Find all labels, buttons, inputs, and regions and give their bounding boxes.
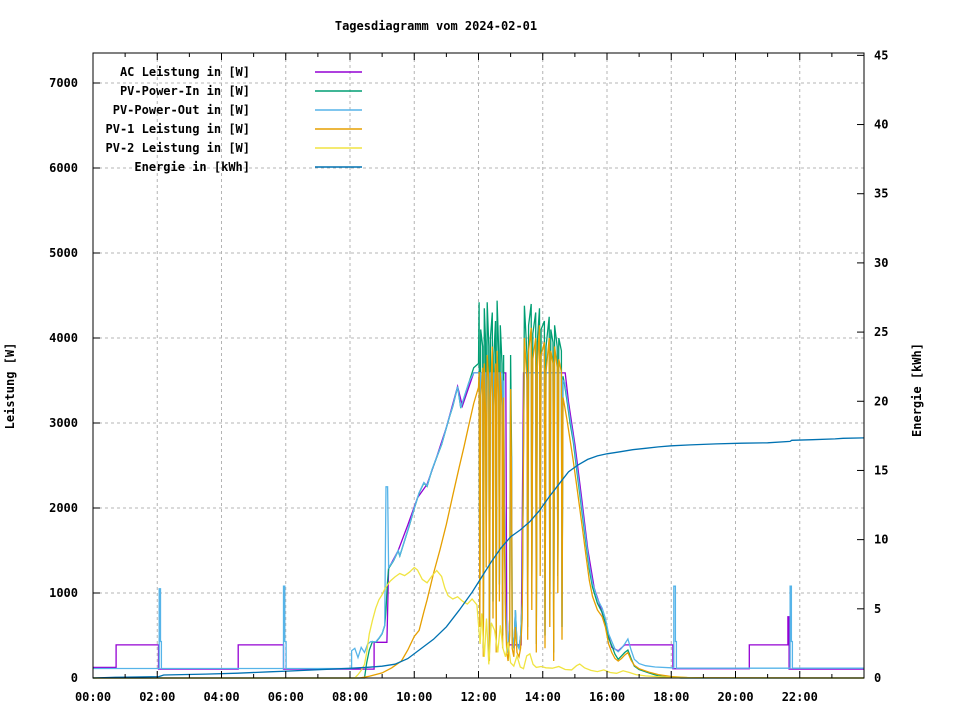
x-tick-label: 06:00 bbox=[268, 690, 304, 704]
x-tick-label: 08:00 bbox=[332, 690, 368, 704]
y-tick-label: 4000 bbox=[49, 331, 78, 345]
y-tick-label: 5000 bbox=[49, 246, 78, 260]
legend-label-pv1-leistung: PV-1 Leistung in [W] bbox=[106, 122, 251, 136]
y2-tick-label: 5 bbox=[874, 602, 881, 616]
y2-tick-label: 30 bbox=[874, 256, 888, 270]
x-tick-label: 04:00 bbox=[203, 690, 239, 704]
x-tick-label: 02:00 bbox=[139, 690, 175, 704]
series-pv2-leistung bbox=[93, 566, 865, 679]
y2-tick-label: 35 bbox=[874, 187, 888, 201]
y2-tick-label: 0 bbox=[874, 671, 881, 685]
x-tick-label: 18:00 bbox=[653, 690, 689, 704]
series-energie bbox=[92, 437, 865, 679]
x-tick-label: 20:00 bbox=[717, 690, 753, 704]
legend-label-ac-leistung: AC Leistung in [W] bbox=[120, 65, 250, 79]
y2-tick-label: 25 bbox=[874, 325, 888, 339]
y2-tick-label: 10 bbox=[874, 533, 888, 547]
legend-label-pv-power-in: PV-Power-In in [W] bbox=[120, 84, 250, 98]
x-tick-label: 14:00 bbox=[525, 690, 561, 704]
y2-tick-label: 45 bbox=[874, 48, 888, 62]
y-tick-label: 0 bbox=[71, 671, 78, 685]
y-tick-label: 3000 bbox=[49, 416, 78, 430]
x-tick-label: 22:00 bbox=[782, 690, 818, 704]
x-tick-label: 10:00 bbox=[396, 690, 432, 704]
y-tick-label: 7000 bbox=[49, 76, 78, 90]
y2-tick-label: 20 bbox=[874, 394, 888, 408]
left-axis-label: Leistung [W] bbox=[3, 343, 17, 430]
x-tick-label: 12:00 bbox=[460, 690, 496, 704]
legend-label-pv2-leistung: PV-2 Leistung in [W] bbox=[106, 141, 251, 155]
y-tick-label: 1000 bbox=[49, 586, 78, 600]
y-tick-label: 2000 bbox=[49, 501, 78, 515]
right-axis-label: Energie [kWh] bbox=[910, 343, 924, 437]
x-tick-label: 16:00 bbox=[589, 690, 625, 704]
series-pv1-leistung bbox=[93, 325, 865, 679]
x-tick-label: 00:00 bbox=[75, 690, 111, 704]
legend-label-pv-power-out: PV-Power-Out in [W] bbox=[113, 103, 250, 117]
y2-tick-label: 15 bbox=[874, 463, 888, 477]
y2-tick-label: 40 bbox=[874, 118, 888, 132]
y-tick-label: 6000 bbox=[49, 161, 78, 175]
legend-label-energie: Energie in [kWh] bbox=[134, 160, 250, 174]
chart-title: Tagesdiagramm vom 2024-02-01 bbox=[335, 19, 537, 33]
